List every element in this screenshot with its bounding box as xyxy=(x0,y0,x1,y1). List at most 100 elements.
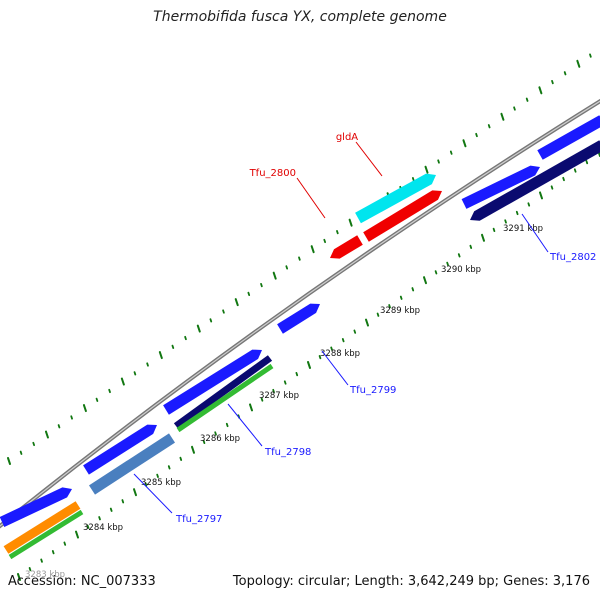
tick-label: 3289 kbp xyxy=(380,306,420,316)
cds-arrow-tfu-2800[interactable] xyxy=(330,235,363,259)
outer-tick-mark xyxy=(336,230,339,235)
inner-tick-mark xyxy=(167,465,171,470)
cds-arrow-tfu-2799[interactable] xyxy=(277,303,320,334)
inner-tick-mark xyxy=(202,439,206,445)
outer-tick-mark xyxy=(551,79,554,85)
outer-tick-mark xyxy=(70,415,73,420)
inner-tick-mark xyxy=(156,473,159,478)
tick-label: 3291 kbp xyxy=(503,224,543,234)
gene-label[interactable]: gldA xyxy=(336,132,358,143)
tick-label: 3286 kbp xyxy=(200,434,240,444)
cds-arrow[interactable] xyxy=(0,487,72,527)
inner-tick-mark xyxy=(133,488,137,497)
inner-tick-mark xyxy=(492,227,496,233)
outer-tick-mark xyxy=(576,59,581,68)
genome-backbone-highlight xyxy=(0,100,600,527)
outer-tick-mark xyxy=(310,245,315,254)
backbone-layer xyxy=(0,98,600,529)
outer-tick-mark xyxy=(449,150,453,155)
inner-tick-mark xyxy=(573,168,577,173)
gene-label[interactable]: Tfu_2798 xyxy=(264,447,311,458)
tick-label: 3284 kbp xyxy=(83,523,123,533)
outer-tick-mark xyxy=(348,218,353,227)
inner-tick-mark xyxy=(539,191,543,200)
outer-tick-mark xyxy=(525,97,529,102)
outer-tick-mark xyxy=(563,71,567,76)
inner-tick-mark xyxy=(272,388,275,394)
outer-tick-mark xyxy=(513,106,516,111)
gene-leader-line xyxy=(521,213,549,253)
outer-tick-mark xyxy=(209,318,213,323)
inner-tick-mark xyxy=(341,338,345,343)
inner-tick-mark xyxy=(144,482,148,487)
outer-tick-mark xyxy=(487,124,491,129)
outer-tick-mark xyxy=(146,362,149,367)
outer-tick-mark xyxy=(184,335,187,341)
cds-arrow-navy[interactable] xyxy=(470,140,600,221)
outer-tick-mark xyxy=(437,159,440,164)
cds-arrow-tfu-2798[interactable] xyxy=(163,349,262,415)
outer-tick-mark xyxy=(133,371,137,376)
outer-tick-mark xyxy=(95,397,99,402)
gene-label[interactable]: Tfu_2799 xyxy=(349,385,396,396)
inner-tick-mark xyxy=(86,524,90,529)
outer-tick-mark xyxy=(196,324,201,333)
outer-tick-mark xyxy=(323,238,327,244)
cds-arrow[interactable] xyxy=(537,115,600,160)
inner-tick-mark xyxy=(585,159,589,165)
cds-arrow-red[interactable] xyxy=(363,190,442,242)
tick-labels-layer: 3284 kbp 3285 kbp 3286 kbp 3287 kbp 3288 kbp… xyxy=(25,224,543,580)
inner-tick-mark xyxy=(51,550,55,555)
inner-tick-mark xyxy=(318,355,322,360)
genome-summary: Topology: circular; Length: 3,642,249 bp… xyxy=(232,574,590,589)
outer-tick-mark xyxy=(171,344,175,349)
inner-tick-mark xyxy=(283,380,287,385)
inner-tick-mark xyxy=(98,516,101,521)
cds-arrow-tfu-2797[interactable] xyxy=(83,424,157,475)
outer-tick-mark xyxy=(475,132,478,138)
inner-tick-mark xyxy=(469,244,473,249)
gene-label[interactable]: Tfu_2797 xyxy=(175,514,222,525)
tick-dots-layer xyxy=(7,53,600,581)
inner-tick-mark xyxy=(260,397,264,402)
inner-tick-mark xyxy=(411,287,415,292)
inner-tick-mark xyxy=(225,422,229,428)
tick-label: 3287 kbp xyxy=(259,391,299,401)
inner-tick-mark xyxy=(423,276,427,285)
outer-tick-mark xyxy=(222,309,225,314)
cds-bar-green[interactable] xyxy=(8,509,84,560)
gene-leader-line xyxy=(355,141,383,177)
inner-tick-mark xyxy=(109,507,113,512)
gene-features-layer[interactable] xyxy=(0,115,600,560)
inner-tick-mark xyxy=(457,253,461,258)
inner-tick-mark xyxy=(365,318,369,327)
outer-tick-mark xyxy=(19,450,23,455)
cds-arrow-tfu-2802[interactable] xyxy=(461,165,540,209)
inner-tick-mark xyxy=(17,573,21,581)
gene-leader-line xyxy=(133,473,173,514)
gene-label[interactable]: Tfu_2802 xyxy=(549,252,596,263)
gene-label[interactable]: Tfu_2800 xyxy=(249,168,296,179)
cds-bar-green[interactable] xyxy=(176,363,274,433)
outer-tick-mark xyxy=(538,86,543,95)
cds-bar-steelblue[interactable] xyxy=(89,433,175,495)
cds-bar-navy[interactable] xyxy=(173,355,273,429)
outer-tick-mark xyxy=(500,112,505,121)
gene-labels-layer[interactable]: Tfu_2797 Tfu_2798 Tfu_2799 Tfu_2800 gldA Tfu_… xyxy=(133,132,596,525)
cds-arrow-gldA[interactable] xyxy=(355,173,436,224)
outer-tick-mark xyxy=(462,139,467,148)
outer-tick-mark xyxy=(589,53,592,58)
outer-tick-mark xyxy=(32,441,36,447)
inner-tick-mark xyxy=(75,530,79,539)
inner-tick-mark xyxy=(550,185,554,190)
outer-tick-mark xyxy=(108,388,111,394)
tick-label: 3285 kbp xyxy=(141,478,181,488)
inner-tick-mark xyxy=(481,233,485,242)
inner-tick-mark xyxy=(446,261,449,266)
inner-tick-mark xyxy=(179,456,183,461)
outer-tick-mark xyxy=(247,291,251,297)
tick-label-clipped: 3283 kbp xyxy=(25,570,65,580)
cds-bar-orange[interactable] xyxy=(3,501,81,554)
map-title: Thermobifida fusca YX, complete genome xyxy=(153,9,447,25)
